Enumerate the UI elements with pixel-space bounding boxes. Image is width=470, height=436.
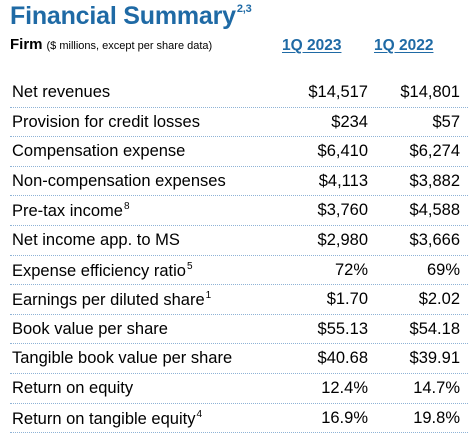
value-prior: $4,588 (409, 201, 460, 220)
table-row: Compensation expense $6,410 $6,274 (10, 137, 468, 167)
row-label-text: Earnings per diluted share (12, 291, 205, 310)
row-label: Return on tangible equity4 (12, 409, 202, 429)
row-label-text: Net revenues (12, 83, 111, 101)
section-label: Firm (10, 36, 43, 53)
row-label: Return on equity (12, 379, 133, 398)
section-note: ($ millions, except per share data) (46, 40, 213, 52)
row-label-text: Net income app. to MS (12, 230, 180, 249)
value-prior: $54.18 (409, 319, 460, 338)
section-header: Firm ($ millions, except per share data) (10, 36, 212, 53)
value-prior: $39.91 (409, 349, 460, 368)
table-row: Book value per share $55.13 $54.18 (10, 315, 468, 345)
row-label-text: Compensation expense (12, 142, 186, 161)
value-prior: 14.7% (413, 378, 460, 397)
row-label-text: Return on equity (12, 378, 134, 397)
value-prior: $6,274 (409, 142, 460, 161)
row-label-text: Tangible book value per share (12, 349, 233, 368)
row-label-text: Provision for credit losses (12, 112, 200, 131)
table-row: Return on equity 12.4% 14.7% (10, 374, 468, 404)
row-label: Net revenues (12, 83, 110, 102)
row-label-text: Non-compensation expenses (12, 171, 226, 190)
value-prior: $2.02 (418, 290, 460, 309)
value-current: $40.68 (317, 349, 368, 368)
table-row: Net revenues $14,517 $14,801 (10, 78, 468, 108)
value-prior: $57 (432, 112, 460, 131)
row-label: Book value per share (12, 320, 168, 339)
value-current: 12.4% (321, 378, 368, 397)
table-row: Pre-tax income8 $3,760 $4,588 (10, 196, 468, 226)
table-row: Return on tangible equity4 16.9% 19.8% (10, 404, 468, 434)
value-current: 72% (334, 260, 368, 279)
value-prior: $14,801 (400, 83, 460, 101)
row-label: Provision for credit losses (12, 113, 200, 132)
table-row: Non-compensation expenses $4,113 $3,882 (10, 167, 468, 197)
row-label-text: Pre-tax income (12, 202, 123, 221)
table-row: Expense efficiency ratio5 72% 69% (10, 256, 468, 286)
value-current: $234 (331, 112, 368, 131)
value-current: $14,517 (308, 83, 368, 101)
value-prior: 19.8% (413, 408, 460, 427)
row-label: Compensation expense (12, 142, 185, 161)
value-prior: $3,882 (409, 171, 460, 190)
row-label-text: Expense efficiency ratio (12, 261, 186, 280)
column-header-prior: 1Q 2022 (374, 37, 434, 54)
row-label-text: Book value per share (12, 319, 168, 338)
row-label-text: Return on tangible equity (12, 409, 196, 428)
value-current: $3,760 (317, 201, 368, 220)
value-current: $1.70 (326, 290, 368, 309)
title-footnote: 2,3 (236, 3, 252, 15)
value-current: 16.9% (321, 408, 368, 427)
column-header-current: 1Q 2023 (282, 37, 342, 54)
row-label: Tangible book value per share (12, 349, 232, 368)
table-row: Net income app. to MS $2,980 $3,666 (10, 226, 468, 256)
row-label: Expense efficiency ratio5 (12, 261, 193, 281)
row-footnote: 8 (123, 201, 130, 213)
value-current: $4,113 (318, 171, 368, 190)
title-text: Financial Summary (10, 2, 236, 30)
row-footnote: 5 (186, 260, 193, 272)
row-label: Non-compensation expenses (12, 172, 226, 191)
value-prior: 69% (426, 260, 460, 279)
page-title: Financial Summary2,3 (10, 2, 252, 31)
table-row: Earnings per diluted share1 $1.70 $2.02 (10, 285, 468, 315)
table-row: Provision for credit losses $234 $57 (10, 108, 468, 138)
value-prior: $3,666 (409, 230, 460, 249)
row-footnote: 4 (196, 408, 203, 420)
value-current: $6,410 (317, 142, 368, 161)
value-current: $2,980 (317, 230, 368, 249)
summary-table: Net revenues $14,517 $14,801 Provision for … (10, 78, 468, 434)
value-current: $55.13 (317, 319, 368, 338)
row-label: Net income app. to MS (12, 231, 180, 250)
row-label: Pre-tax income8 (12, 201, 130, 221)
row-footnote: 1 (205, 290, 212, 302)
table-row: Tangible book value per share $40.68 $39.9… (10, 344, 468, 374)
row-label: Earnings per diluted share1 (12, 290, 211, 310)
